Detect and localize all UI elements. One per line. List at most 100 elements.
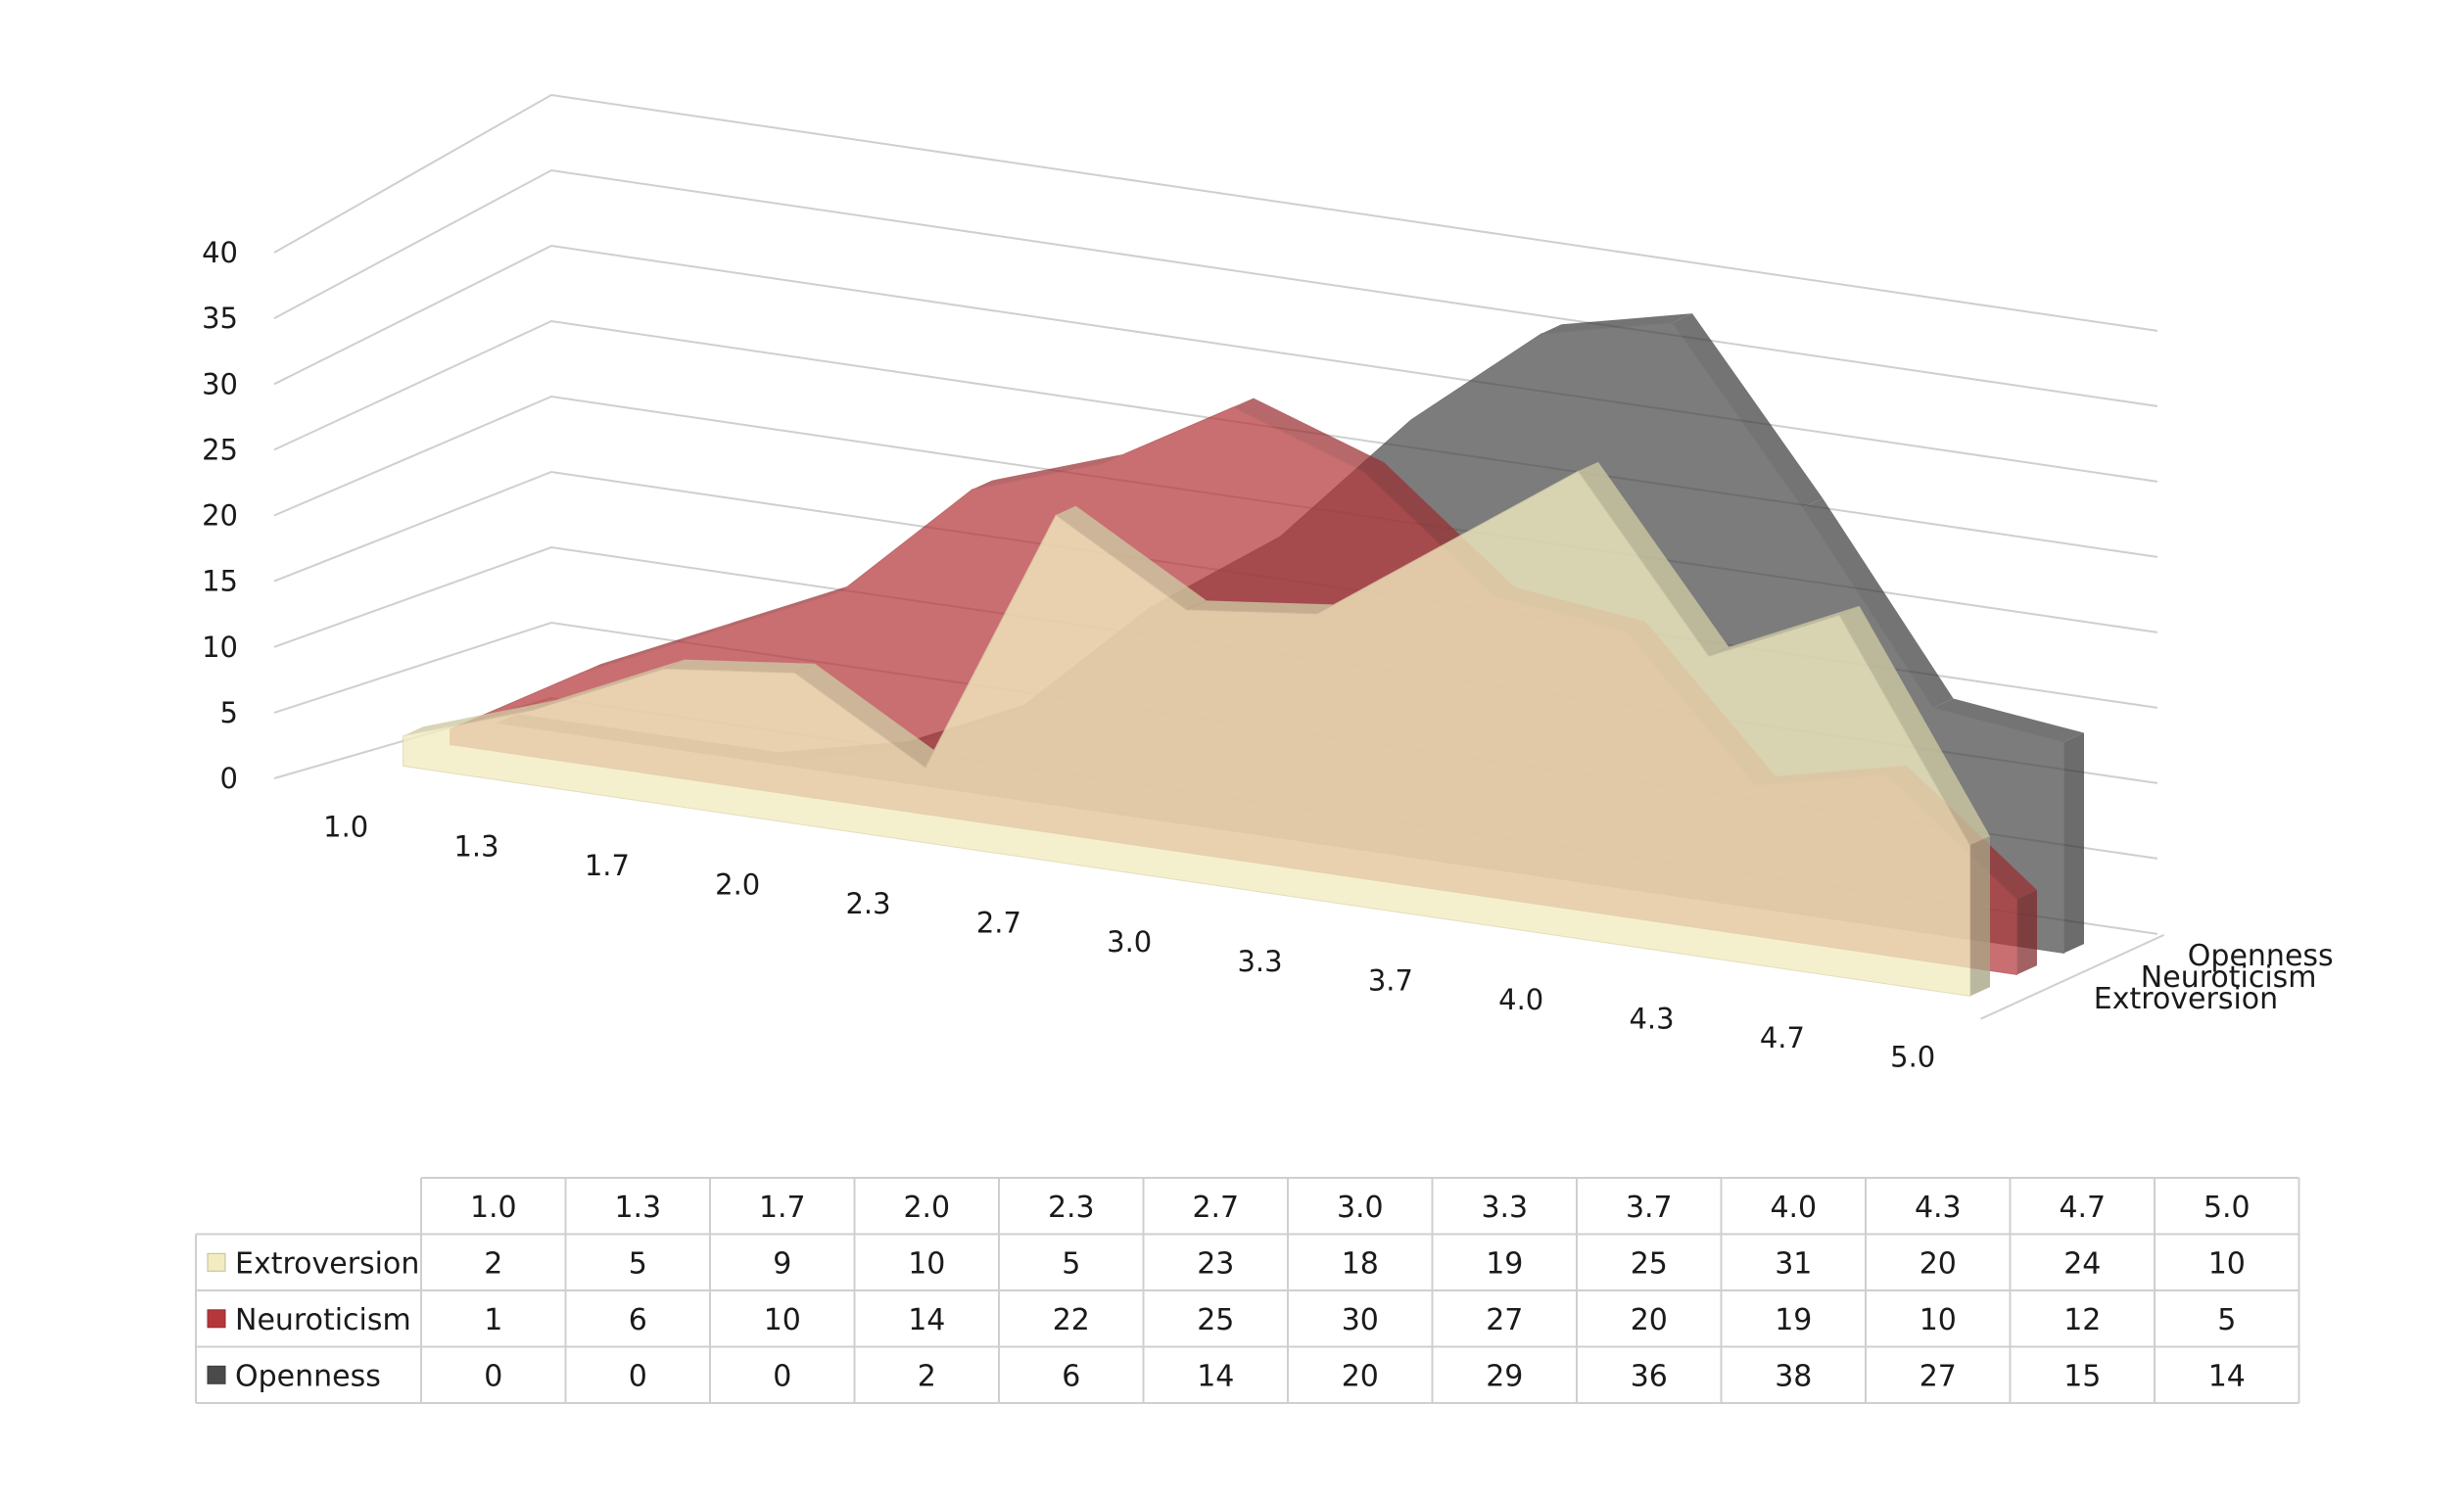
table-value-cell: 36 xyxy=(1631,1359,1668,1393)
table-value-cell: 6 xyxy=(1062,1359,1080,1393)
table-value-cell: 31 xyxy=(1775,1246,1812,1281)
series-top-facet xyxy=(1578,461,1730,657)
table-header-cell: 2.0 xyxy=(903,1191,950,1225)
table-header-cell: 4.3 xyxy=(1915,1191,1962,1225)
series-top-facet xyxy=(1802,498,1954,708)
series-top-facet xyxy=(1541,313,1692,334)
series-area xyxy=(403,470,1971,997)
table-value-cell: 14 xyxy=(2208,1359,2246,1393)
table-header-cell: 2.3 xyxy=(1048,1191,1095,1225)
table-value-cell: 18 xyxy=(1342,1246,1379,1281)
table-value-cell: 10 xyxy=(2208,1246,2246,1281)
table-value-cell: 10 xyxy=(764,1303,801,1337)
series-end-cap xyxy=(2016,890,2037,975)
table-value-cell: 38 xyxy=(1775,1359,1812,1393)
y-tick-label: 20 xyxy=(202,499,238,533)
x-tick-label: 1.0 xyxy=(323,811,368,844)
table-value-cell: 2 xyxy=(484,1246,502,1281)
x-tick-label: 4.7 xyxy=(1760,1021,1805,1054)
table-value-cell: 29 xyxy=(1486,1359,1523,1393)
series-top-facet xyxy=(1708,605,1860,657)
table-header-cell: 3.3 xyxy=(1481,1191,1528,1225)
table-value-cell: 6 xyxy=(629,1303,647,1337)
series-end-cap xyxy=(2063,732,2084,954)
table-value-cell: 0 xyxy=(629,1359,647,1393)
table-value-cell: 22 xyxy=(1053,1303,1090,1337)
table-header-cell: 2.7 xyxy=(1192,1191,1239,1225)
table-value-cell: 9 xyxy=(773,1246,791,1281)
series-extroversion xyxy=(403,461,1990,997)
series-top-facet xyxy=(403,700,554,736)
y-tick-label: 30 xyxy=(202,367,238,400)
y-tick-label: 40 xyxy=(202,236,238,269)
table-series-name: Openness xyxy=(235,1359,381,1393)
x-tick-label: 3.7 xyxy=(1368,963,1413,997)
table-header-cell: 4.0 xyxy=(1770,1191,1817,1225)
table-value-cell: 12 xyxy=(2063,1303,2101,1337)
table-value-cell: 30 xyxy=(1342,1303,1379,1337)
plot-area xyxy=(403,313,2084,997)
y-tick-label: 25 xyxy=(202,433,238,466)
x-tick-label: 2.0 xyxy=(715,868,760,902)
table-value-cell: 24 xyxy=(2063,1246,2101,1281)
table-value-cell: 10 xyxy=(908,1246,945,1281)
x-tick-label: 1.7 xyxy=(585,849,630,882)
table-value-cell: 27 xyxy=(1919,1359,1957,1393)
x-tick-label: 2.7 xyxy=(976,907,1021,940)
table-value-cell: 27 xyxy=(1486,1303,1523,1337)
table-value-cell: 25 xyxy=(1197,1303,1234,1337)
table-value-cell: 25 xyxy=(1631,1246,1668,1281)
series-axis-label: Neuroticism xyxy=(2141,960,2317,995)
legend-key xyxy=(207,1365,226,1384)
x-tick-label: 4.0 xyxy=(1498,983,1543,1016)
table-value-cell: 19 xyxy=(1486,1246,1523,1281)
table-value-cell: 14 xyxy=(908,1303,945,1337)
table-header-cell: 1.3 xyxy=(614,1191,661,1225)
table-value-cell: 5 xyxy=(629,1246,647,1281)
table-value-cell: 19 xyxy=(1775,1303,1812,1337)
table-value-cell: 5 xyxy=(1062,1246,1080,1281)
series-axis-label: Openness xyxy=(2188,939,2334,973)
series-top-facet xyxy=(711,582,862,632)
table-value-cell: 23 xyxy=(1197,1246,1234,1281)
series-top-facet xyxy=(1233,398,1385,472)
table-header-cell: 4.7 xyxy=(2059,1191,2106,1225)
table-value-cell: 20 xyxy=(1919,1246,1957,1281)
x-tick-label: 1.3 xyxy=(453,829,498,863)
table-header-cell: 1.0 xyxy=(470,1191,517,1225)
x-tick-label: 2.3 xyxy=(845,887,890,920)
legend-key xyxy=(207,1309,226,1329)
floor-edge xyxy=(1980,933,2165,1020)
series-top-facet xyxy=(1672,313,1824,508)
series-top-facet xyxy=(794,663,946,768)
table-series-name: Extroversion xyxy=(235,1246,419,1281)
x-tick-label: 5.0 xyxy=(1890,1041,1935,1074)
series-top-facet xyxy=(580,623,732,674)
y-tick-label: 35 xyxy=(202,302,238,335)
table-value-cell: 0 xyxy=(484,1359,502,1393)
table-series-name: Neuroticism xyxy=(235,1303,411,1337)
gridline xyxy=(273,93,2158,332)
y-tick-label: 10 xyxy=(202,631,238,664)
series-end-cap xyxy=(1969,836,1990,997)
series-top-facet xyxy=(1056,505,1207,610)
table-header-cell: 3.7 xyxy=(1626,1191,1673,1225)
series-top-facet xyxy=(533,659,685,710)
gridlines xyxy=(273,93,2165,1020)
axes: 0 5 10 15 20 25 30 35 40 OpennessNeuroticismExtro… xyxy=(202,236,2334,1074)
x-tick-label: 3.0 xyxy=(1107,925,1152,959)
table-value-cell: 2 xyxy=(918,1359,936,1393)
data-table: 1.0 1.3 1.7 2.0 2.3 2.7 3.0 3.3 3.7 4.0 4.3 4.7 5.0 E… xyxy=(195,1177,2300,1404)
table-value-cell: 10 xyxy=(1919,1303,1957,1337)
table-header-cell: 1.7 xyxy=(759,1191,806,1225)
series-top-facet xyxy=(1839,605,1990,846)
series-top-facet xyxy=(1933,698,2084,742)
table-value-cell: 15 xyxy=(2063,1359,2101,1393)
y-tick-label: 0 xyxy=(220,762,238,795)
table-value-cell: 14 xyxy=(1197,1359,1234,1393)
series-top-facet xyxy=(971,454,1123,490)
table-value-cell: 1 xyxy=(484,1303,502,1337)
table-header-cell: 3.0 xyxy=(1337,1191,1384,1225)
